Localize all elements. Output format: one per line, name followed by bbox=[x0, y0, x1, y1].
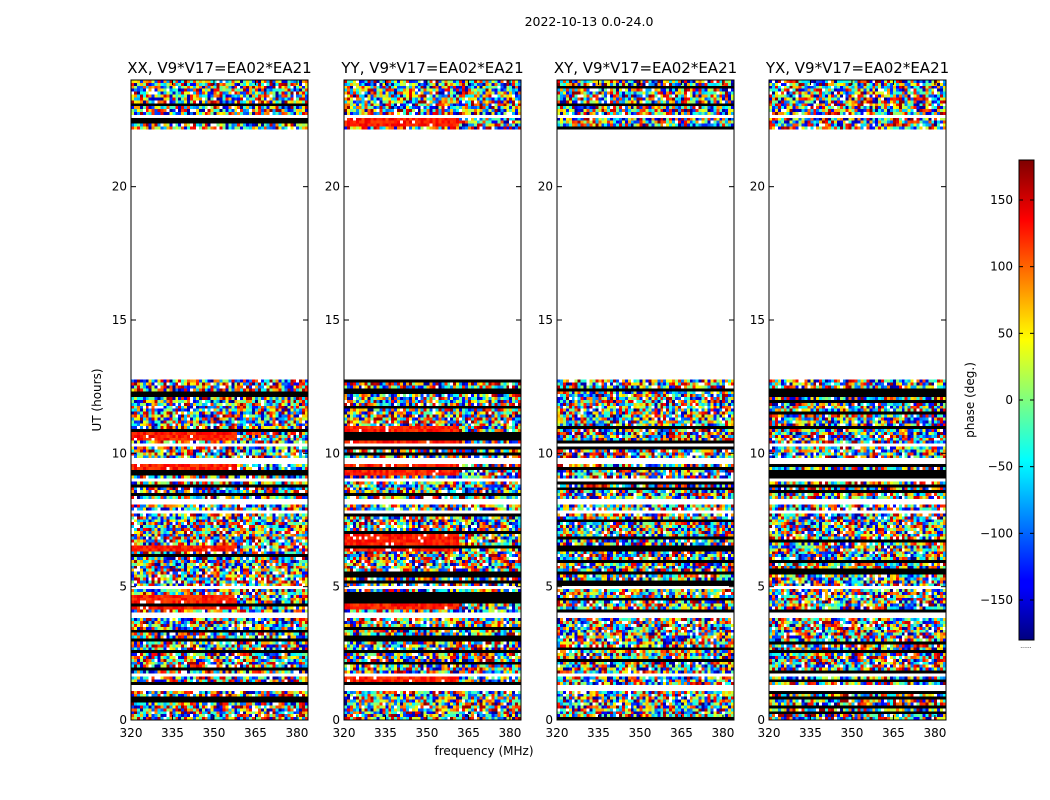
colorbar-extra-label: ...... bbox=[1020, 643, 1032, 650]
panels: XX, V9*V17=EA02*EA21 320 335 350 365 380 0 5 10 1… bbox=[112, 59, 949, 740]
panel-title: XY, V9*V17=EA02*EA21 bbox=[554, 59, 737, 77]
y-axis-label: UT (hours) bbox=[90, 368, 104, 431]
panel-0: XX, V9*V17=EA02*EA21 320 335 350 365 380 0 5 10 1… bbox=[112, 59, 312, 740]
colorbar-tick-label: −100 bbox=[980, 526, 1013, 540]
x-tick-label: 365 bbox=[457, 726, 480, 740]
x-tick-label: 320 bbox=[333, 726, 356, 740]
x-tick-label: 350 bbox=[416, 726, 439, 740]
x-tick-label: 320 bbox=[120, 726, 143, 740]
x-tick-label: 335 bbox=[374, 726, 397, 740]
y-tick-label: 20 bbox=[750, 180, 765, 194]
phase-heatmap bbox=[131, 80, 308, 720]
colorbar-tick-label: 0 bbox=[1005, 393, 1013, 407]
y-tick-label: 20 bbox=[325, 180, 340, 194]
panel-frame bbox=[130, 79, 309, 721]
colorbar-tick-label: −150 bbox=[980, 593, 1013, 607]
x-tick-label: 380 bbox=[498, 726, 521, 740]
y-tick-label: 15 bbox=[325, 313, 340, 327]
panel-title: YY, V9*V17=EA02*EA21 bbox=[340, 59, 523, 77]
x-tick-label: 335 bbox=[161, 726, 184, 740]
y-tick-label: 20 bbox=[112, 180, 127, 194]
x-tick-label: 335 bbox=[587, 726, 610, 740]
y-tick-label: 10 bbox=[325, 446, 340, 460]
y-tick-label: 10 bbox=[750, 446, 765, 460]
y-tick-label: 0 bbox=[757, 713, 765, 727]
phase-heatmap bbox=[769, 80, 946, 720]
panel-title: YX, V9*V17=EA02*EA21 bbox=[765, 59, 949, 77]
colorbar-label: phase (deg.) bbox=[963, 362, 977, 438]
panel-frame bbox=[343, 79, 522, 721]
panel-frame bbox=[768, 79, 947, 721]
panel-1: YY, V9*V17=EA02*EA21 320 335 350 365 380 0 5 10 1… bbox=[325, 59, 524, 740]
y-tick-label: 0 bbox=[119, 713, 127, 727]
colorbar: 150 100 50 0 −50 −100 −150 phase (deg.) ...... bbox=[963, 159, 1035, 650]
y-tick-label: 20 bbox=[538, 180, 553, 194]
panel-3: YX, V9*V17=EA02*EA21 320 335 350 365 380 0 5 10 1… bbox=[750, 59, 949, 740]
x-tick-label: 365 bbox=[882, 726, 905, 740]
y-tick-label: 5 bbox=[332, 580, 340, 594]
colorbar-tick-label: −50 bbox=[988, 460, 1013, 474]
y-tick-label: 0 bbox=[545, 713, 553, 727]
x-axis-label: frequency (MHz) bbox=[434, 744, 533, 758]
panel-2: XY, V9*V17=EA02*EA21 320 335 350 365 380 0 5 10 1… bbox=[538, 59, 737, 740]
y-tick-label: 5 bbox=[545, 580, 553, 594]
panel-title: XX, V9*V17=EA02*EA21 bbox=[127, 59, 311, 77]
y-tick-label: 15 bbox=[750, 313, 765, 327]
colorbar-tick-label: 50 bbox=[998, 326, 1013, 340]
x-tick-label: 350 bbox=[629, 726, 652, 740]
colorbar-tick-label: 150 bbox=[990, 193, 1013, 207]
x-tick-label: 365 bbox=[244, 726, 267, 740]
panel-frame bbox=[556, 79, 735, 721]
y-tick-label: 0 bbox=[332, 713, 340, 727]
x-tick-label: 320 bbox=[758, 726, 781, 740]
x-tick-label: 335 bbox=[799, 726, 822, 740]
y-tick-label: 10 bbox=[112, 446, 127, 460]
x-tick-label: 320 bbox=[546, 726, 569, 740]
y-tick-label: 5 bbox=[757, 580, 765, 594]
y-tick-label: 15 bbox=[538, 313, 553, 327]
phase-heatmap bbox=[344, 80, 521, 720]
x-tick-label: 365 bbox=[670, 726, 693, 740]
x-tick-label: 350 bbox=[203, 726, 226, 740]
colorbar-tick-label: 100 bbox=[990, 260, 1013, 274]
y-tick-label: 5 bbox=[119, 580, 127, 594]
suptitle: 2022-10-13 0.0-24.0 bbox=[525, 14, 654, 29]
x-tick-label: 380 bbox=[711, 726, 734, 740]
x-tick-label: 380 bbox=[923, 726, 946, 740]
y-tick-label: 10 bbox=[538, 446, 553, 460]
x-tick-label: 350 bbox=[841, 726, 864, 740]
x-tick-label: 380 bbox=[285, 726, 308, 740]
phase-heatmap bbox=[557, 80, 734, 720]
y-tick-label: 15 bbox=[112, 313, 127, 327]
